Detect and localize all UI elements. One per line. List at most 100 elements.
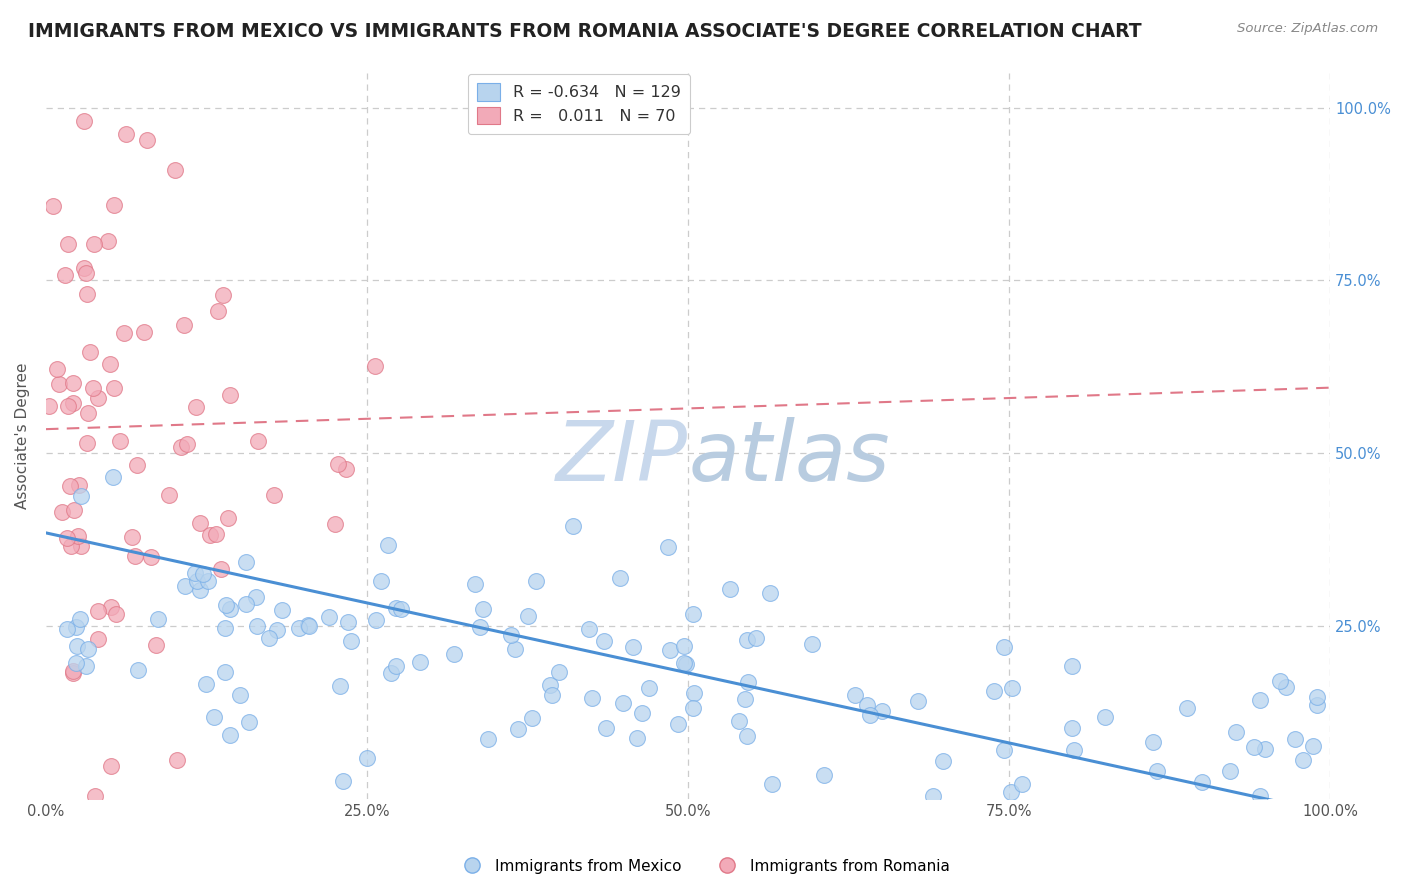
Point xyxy=(332,773,354,788)
Point xyxy=(105,607,128,621)
Point xyxy=(257,631,280,645)
Point xyxy=(499,628,522,642)
Point xyxy=(370,574,392,589)
Point xyxy=(728,714,751,729)
Text: IMMIGRANTS FROM MEXICO VS IMMIGRANTS FROM ROMANIA ASSOCIATE'S DEGREE CORRELATION: IMMIGRANTS FROM MEXICO VS IMMIGRANTS FRO… xyxy=(28,22,1142,41)
Point xyxy=(389,602,412,616)
Point xyxy=(219,728,242,742)
Point xyxy=(1249,693,1271,707)
Point xyxy=(69,489,91,503)
Point xyxy=(127,663,149,677)
Point xyxy=(380,666,402,681)
Text: atlas: atlas xyxy=(688,417,890,499)
Point xyxy=(1000,785,1022,799)
Point xyxy=(121,530,143,544)
Point xyxy=(1219,764,1241,779)
Point xyxy=(657,540,679,554)
Point xyxy=(245,590,267,604)
Point xyxy=(297,618,319,632)
Point xyxy=(859,708,882,723)
Point xyxy=(132,325,155,339)
Point xyxy=(176,437,198,451)
Point xyxy=(65,620,87,634)
Point xyxy=(145,639,167,653)
Point xyxy=(62,665,84,679)
Point xyxy=(464,577,486,591)
Point xyxy=(524,574,547,588)
Point xyxy=(127,458,149,472)
Point xyxy=(761,777,783,791)
Point xyxy=(813,768,835,782)
Point xyxy=(735,633,758,648)
Point xyxy=(658,643,681,657)
Point xyxy=(209,561,232,575)
Text: ZIP: ZIP xyxy=(557,417,688,499)
Point xyxy=(673,640,696,654)
Point xyxy=(148,612,170,626)
Point xyxy=(53,268,76,282)
Point xyxy=(471,601,494,615)
Point xyxy=(335,462,357,476)
Point xyxy=(263,488,285,502)
Point xyxy=(76,435,98,450)
Point xyxy=(682,607,704,621)
Point xyxy=(48,376,70,391)
Point xyxy=(547,665,569,680)
Point xyxy=(66,639,89,653)
Point xyxy=(1001,681,1024,696)
Point xyxy=(235,555,257,569)
Point xyxy=(207,304,229,318)
Point xyxy=(744,631,766,645)
Point xyxy=(737,729,759,743)
Point xyxy=(215,598,238,612)
Point xyxy=(666,717,689,731)
Point xyxy=(1225,724,1247,739)
Point xyxy=(578,622,600,636)
Point xyxy=(62,665,84,680)
Point xyxy=(100,357,122,371)
Legend: R = -0.634   N = 129, R =   0.011   N = 70: R = -0.634 N = 129, R = 0.011 N = 70 xyxy=(468,74,690,134)
Point xyxy=(626,731,648,745)
Point xyxy=(366,613,388,627)
Point xyxy=(621,640,644,655)
Point xyxy=(993,743,1015,757)
Point xyxy=(202,710,225,724)
Point xyxy=(186,574,208,588)
Point xyxy=(103,198,125,212)
Point xyxy=(56,237,79,252)
Point xyxy=(907,694,929,708)
Point xyxy=(235,598,257,612)
Point xyxy=(67,477,90,491)
Point xyxy=(562,518,585,533)
Point xyxy=(288,621,311,635)
Point xyxy=(468,620,491,634)
Point xyxy=(1243,739,1265,754)
Point xyxy=(173,318,195,332)
Point xyxy=(63,502,86,516)
Point xyxy=(73,261,96,276)
Point xyxy=(76,286,98,301)
Point xyxy=(184,400,207,414)
Text: Source: ZipAtlas.com: Source: ZipAtlas.com xyxy=(1237,22,1378,36)
Point xyxy=(517,609,540,624)
Point xyxy=(856,698,879,713)
Point xyxy=(326,457,349,471)
Point xyxy=(1060,658,1083,673)
Point xyxy=(174,579,197,593)
Point xyxy=(188,583,211,598)
Point xyxy=(97,235,120,249)
Point xyxy=(1063,743,1085,757)
Point xyxy=(758,586,780,600)
Point xyxy=(1284,731,1306,746)
Point xyxy=(73,114,96,128)
Point xyxy=(205,527,228,541)
Point xyxy=(101,470,124,484)
Point xyxy=(318,609,340,624)
Point xyxy=(1175,700,1198,714)
Point xyxy=(932,754,955,768)
Point xyxy=(356,751,378,765)
Point xyxy=(84,789,107,803)
Point xyxy=(103,380,125,394)
Point xyxy=(503,641,526,656)
Point xyxy=(87,632,110,647)
